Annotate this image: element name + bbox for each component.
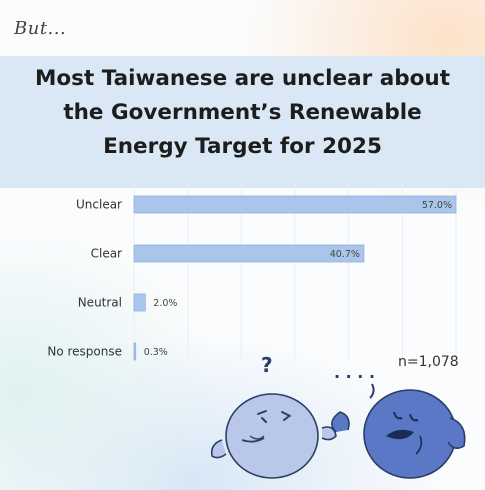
data-label: 2.0%	[153, 298, 177, 309]
data-label: 57.0%	[422, 200, 452, 211]
data-label: 0.3%	[144, 347, 168, 358]
category-label: Unclear	[76, 198, 122, 212]
category-label: Neutral	[78, 296, 122, 310]
bar-no-response	[133, 342, 137, 361]
title-line-3: Energy Target for 2025	[103, 134, 382, 159]
page-title: Most Taiwanese are unclear about the Gov…	[0, 62, 485, 164]
category-label: Clear	[91, 247, 122, 261]
bar-unclear	[133, 195, 457, 214]
title-line-1: Most Taiwanese are unclear about	[35, 66, 450, 91]
question-mark: ?	[261, 353, 273, 377]
title-band	[0, 56, 485, 188]
bar-neutral	[133, 293, 146, 312]
speech-tick	[369, 383, 375, 399]
thinking-figure	[331, 389, 466, 479]
bar-chart: Unclear 57.0% Clear 40.7% Neutral 2.0% No resp…	[47, 180, 457, 361]
data-label: 40.7%	[330, 249, 360, 260]
bar-clear	[133, 244, 365, 263]
characters-illustration: ? . . . .	[210, 353, 466, 479]
sample-size-note: n=1,078	[398, 354, 459, 370]
kicker-text: But...	[14, 18, 67, 39]
category-label: No response	[47, 345, 122, 359]
title-line-2: the Government’s Renewable	[63, 100, 422, 125]
ellipsis-dots: . . . .	[334, 363, 375, 382]
confused-figure	[210, 393, 337, 479]
